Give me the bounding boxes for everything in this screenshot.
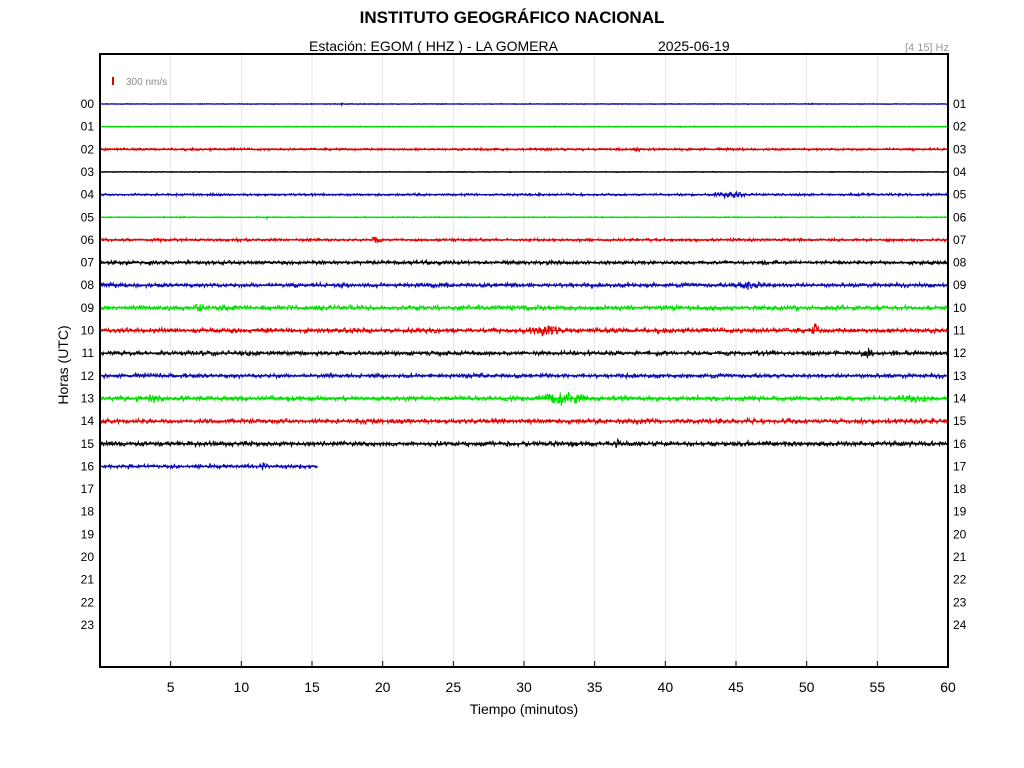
seismic-traces bbox=[99, 102, 949, 471]
x-tick-label: 45 bbox=[728, 679, 744, 695]
grid-lines bbox=[170, 54, 878, 667]
hour-label-right: 09 bbox=[953, 278, 967, 292]
hour-label-left: 11 bbox=[82, 346, 95, 360]
x-tick-label: 60 bbox=[940, 679, 956, 695]
x-tick-label: 40 bbox=[658, 679, 674, 695]
y-axis-label: Horas (UTC) bbox=[55, 325, 71, 404]
hour-label-right: 17 bbox=[953, 459, 967, 473]
scale-label: 300 nm/s bbox=[126, 77, 167, 88]
hour-label-left: 23 bbox=[81, 618, 95, 632]
x-tick-label: 25 bbox=[446, 679, 462, 695]
hour-label-right: 21 bbox=[953, 550, 967, 564]
axis-ticks: 5 10 15 20 25 30 35 40 45 50 55 60 00 01 02 03 04 05 06 07 0… bbox=[81, 97, 967, 695]
hour-label-left: 07 bbox=[81, 256, 95, 270]
amplitude-scale: 300 nm/s bbox=[112, 77, 167, 88]
x-tick-label: 5 bbox=[167, 679, 175, 695]
hour-label-left: 09 bbox=[81, 301, 95, 315]
hour-label-right: 06 bbox=[953, 210, 967, 224]
hour-label-left: 17 bbox=[81, 482, 95, 496]
hour-label-right: 23 bbox=[953, 595, 967, 609]
hour-label-right: 14 bbox=[953, 391, 967, 405]
x-tick-label: 50 bbox=[799, 679, 815, 695]
hour-label-left: 20 bbox=[81, 550, 95, 564]
hour-label-right: 16 bbox=[953, 437, 967, 451]
hour-label-right: 19 bbox=[953, 505, 967, 519]
scale-bar bbox=[112, 77, 114, 85]
hour-label-left: 19 bbox=[81, 527, 95, 541]
hour-label-right: 11 bbox=[953, 324, 966, 338]
hour-label-left: 00 bbox=[81, 97, 95, 111]
hour-label-left: 08 bbox=[81, 278, 95, 292]
hour-label-left: 18 bbox=[81, 505, 95, 519]
x-tick-label: 30 bbox=[516, 679, 532, 695]
hour-label-right: 03 bbox=[953, 142, 967, 156]
hour-label-right: 02 bbox=[953, 120, 967, 134]
hour-label-right: 22 bbox=[953, 573, 967, 587]
hour-label-right: 08 bbox=[953, 256, 967, 270]
x-tick-label: 55 bbox=[870, 679, 886, 695]
hour-label-left: 13 bbox=[81, 391, 95, 405]
x-tick-label: 15 bbox=[304, 679, 320, 695]
hour-label-right: 05 bbox=[953, 188, 967, 202]
trace-hour-11 bbox=[99, 347, 949, 360]
hour-label-right: 04 bbox=[953, 165, 967, 179]
hour-label-left: 10 bbox=[81, 324, 95, 338]
hour-label-left: 12 bbox=[81, 369, 95, 383]
hour-label-right: 18 bbox=[953, 482, 967, 496]
hour-label-right: 24 bbox=[953, 618, 967, 632]
date-label: 2025-06-19 bbox=[658, 38, 730, 54]
chart-title: INSTITUTO GEOGRÁFICO NACIONAL bbox=[359, 8, 665, 27]
hour-label-left: 03 bbox=[81, 165, 95, 179]
hour-label-left: 22 bbox=[81, 595, 95, 609]
station-label: Estación: EGOM ( HHZ ) - LA GOMERA bbox=[309, 38, 558, 54]
hour-label-right: 15 bbox=[953, 414, 967, 428]
filter-band-label: [4 15] Hz bbox=[904, 42, 949, 54]
hour-label-left: 01 bbox=[81, 120, 95, 134]
hour-label-right: 07 bbox=[953, 233, 967, 247]
hour-label-right: 13 bbox=[953, 369, 967, 383]
x-axis-label: Tiempo (minutos) bbox=[470, 701, 578, 717]
hour-label-left: 15 bbox=[81, 437, 95, 451]
hour-label-left: 05 bbox=[81, 210, 95, 224]
hour-label-left: 02 bbox=[81, 142, 95, 156]
hour-label-left: 06 bbox=[81, 233, 95, 247]
x-tick-label: 20 bbox=[375, 679, 391, 695]
hour-label-right: 01 bbox=[953, 97, 967, 111]
hour-label-left: 21 bbox=[81, 573, 95, 587]
hour-label-left: 04 bbox=[81, 188, 95, 202]
x-tick-label: 35 bbox=[587, 679, 603, 695]
x-tick-label: 10 bbox=[234, 679, 250, 695]
hour-label-left: 14 bbox=[81, 414, 95, 428]
hour-label-right: 20 bbox=[953, 527, 967, 541]
hour-label-right: 12 bbox=[953, 346, 967, 360]
hour-label-right: 10 bbox=[953, 301, 967, 315]
hour-label-left: 16 bbox=[81, 459, 95, 473]
